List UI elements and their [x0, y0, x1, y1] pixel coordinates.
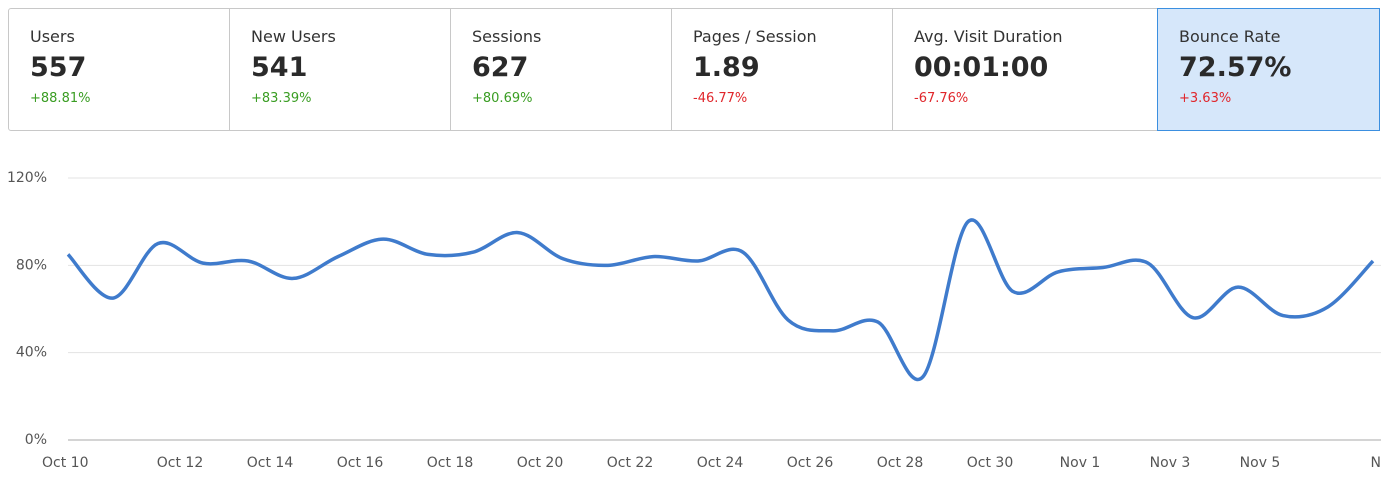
metric-label: New Users	[251, 27, 336, 46]
metric-value: 00:01:00	[914, 52, 1049, 83]
x-tick-label: Oct 24	[697, 455, 744, 471]
x-tick-label: Oct 12	[157, 455, 203, 471]
metric-card[interactable]: Users 557 +88.81%	[9, 9, 230, 130]
metric-change: -67.76%	[914, 91, 969, 106]
metric-cards: Users 557 +88.81% New Users 541 +83.39% Sessio…	[8, 8, 1380, 131]
y-tick-label: 80%	[16, 257, 47, 273]
metric-card[interactable]: Avg. Visit Duration 00:01:00 -67.76%	[893, 9, 1158, 130]
metric-value: 557	[30, 52, 87, 83]
metric-card[interactable]: Bounce Rate 72.57% +3.63%	[1157, 8, 1380, 131]
metric-change: -46.77%	[693, 91, 748, 106]
metric-value: 541	[251, 52, 308, 83]
x-tick-label: N	[1371, 455, 1381, 471]
x-tick-label: Oct 22	[607, 455, 653, 471]
metric-label: Users	[30, 27, 75, 46]
metric-change: +88.81%	[30, 91, 91, 106]
x-tick-label: Oct 30	[967, 455, 1013, 471]
x-tick-label: Oct 28	[877, 455, 923, 471]
y-tick-label: 40%	[16, 345, 47, 361]
metric-card[interactable]: Pages / Session 1.89 -46.77%	[672, 9, 893, 130]
x-tick-label: Oct 20	[517, 455, 563, 471]
metric-label: Avg. Visit Duration	[914, 27, 1063, 46]
x-tick-label: Oct 26	[787, 455, 834, 471]
x-tick-label: Nov 5	[1240, 455, 1281, 471]
x-tick-label: Nov 1	[1060, 455, 1101, 471]
y-tick-label: 0%	[25, 432, 47, 448]
y-tick-label: 120%	[7, 170, 47, 186]
metric-label: Pages / Session	[693, 27, 817, 46]
metric-label: Bounce Rate	[1179, 27, 1281, 46]
metric-card[interactable]: New Users 541 +83.39%	[230, 9, 451, 130]
x-tick-label: Oct 18	[427, 455, 473, 471]
metric-change: +83.39%	[251, 91, 312, 106]
metric-change: +3.63%	[1179, 91, 1232, 106]
x-tick-label: Oct 10	[42, 455, 88, 471]
x-tick-label: Oct 16	[337, 455, 384, 471]
metric-label: Sessions	[472, 27, 542, 46]
chart: 0% 40% 80% 120% Oct 10 Oct 12 Oct 14 Oct 16 Oct …	[7, 170, 1381, 471]
x-tick-label: Nov 3	[1150, 455, 1191, 471]
metric-change: +80.69%	[472, 91, 533, 106]
metric-value: 627	[472, 52, 529, 83]
line	[66, 218, 1375, 382]
metric-value: 1.89	[693, 52, 760, 83]
metric-value: 72.57%	[1179, 52, 1292, 83]
x-tick-label: Oct 14	[247, 455, 294, 471]
metric-card[interactable]: Sessions 627 +80.69%	[451, 9, 672, 130]
